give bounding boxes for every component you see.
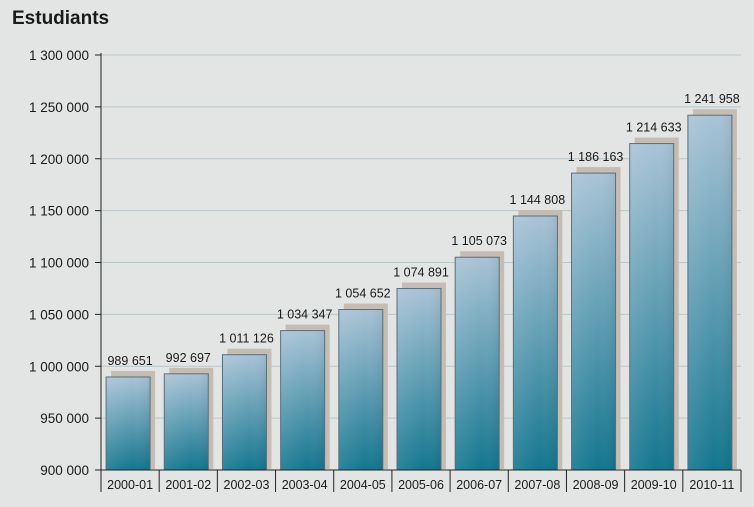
- y-tick-label: 1 150 000: [29, 204, 89, 219]
- data-label: 1 054 652: [335, 287, 391, 301]
- x-tick-label: 2006-07: [456, 478, 502, 492]
- data-label: 1 144 808: [510, 193, 566, 207]
- y-tick-label: 950 000: [40, 411, 89, 426]
- y-tick-label: 1 000 000: [29, 359, 89, 374]
- bar-sheen: [513, 216, 557, 470]
- y-tick-label: 1 050 000: [29, 307, 89, 322]
- y-tick-label: 1 100 000: [29, 256, 89, 271]
- x-tick-label: 2008-09: [573, 478, 619, 492]
- data-label: 1 241 958: [684, 92, 740, 106]
- y-axis-ticks: 900 000 950 000 1 000 000 1 050 000 1 100 00…: [29, 48, 101, 478]
- bar-sheen: [106, 377, 150, 470]
- x-tick-label: 2010-11: [689, 478, 734, 492]
- x-tick-label: 2009-10: [631, 478, 677, 492]
- bar-sheen: [630, 144, 674, 470]
- bar-sheen: [164, 374, 208, 470]
- x-tick-label: 2003-04: [282, 478, 328, 492]
- bar-sheen: [281, 331, 325, 470]
- data-label: 1 011 126: [219, 332, 274, 346]
- x-tick-label: 2002-03: [224, 478, 270, 492]
- bar-sheen: [339, 310, 383, 470]
- axes: [100, 53, 741, 492]
- x-tick-label: 2004-05: [340, 478, 386, 492]
- chart-title: Estudiants: [12, 8, 110, 29]
- bar-sheen: [688, 115, 732, 470]
- y-tick-label: 1 300 000: [29, 48, 89, 63]
- x-tick-label: 2001-02: [165, 478, 211, 492]
- data-label: 1 186 163: [568, 150, 624, 164]
- data-label: 989 651: [107, 354, 152, 368]
- bar-sheen: [572, 173, 616, 470]
- data-label: 1 074 891: [393, 266, 449, 280]
- y-tick-label: 900 000: [40, 463, 89, 478]
- data-label: 1 034 347: [277, 308, 333, 322]
- bar-sheen: [455, 257, 499, 470]
- x-tick-label: 2005-06: [398, 478, 444, 492]
- x-tick-label: 2007-08: [514, 478, 560, 492]
- y-tick-label: 1 200 000: [29, 152, 89, 167]
- bar-sheen: [222, 355, 266, 470]
- data-label: 1 214 633: [626, 121, 682, 135]
- data-label: 992 697: [166, 351, 211, 365]
- bars: [105, 109, 737, 471]
- bar-sheen: [397, 289, 441, 470]
- x-tick-label: 2000-01: [107, 478, 153, 492]
- data-label: 1 105 073: [451, 234, 507, 248]
- y-tick-label: 1 250 000: [29, 100, 89, 115]
- x-axis-labels: 2000-01 2001-02 2002-03 2003-04 2004-05 2005-…: [107, 470, 742, 492]
